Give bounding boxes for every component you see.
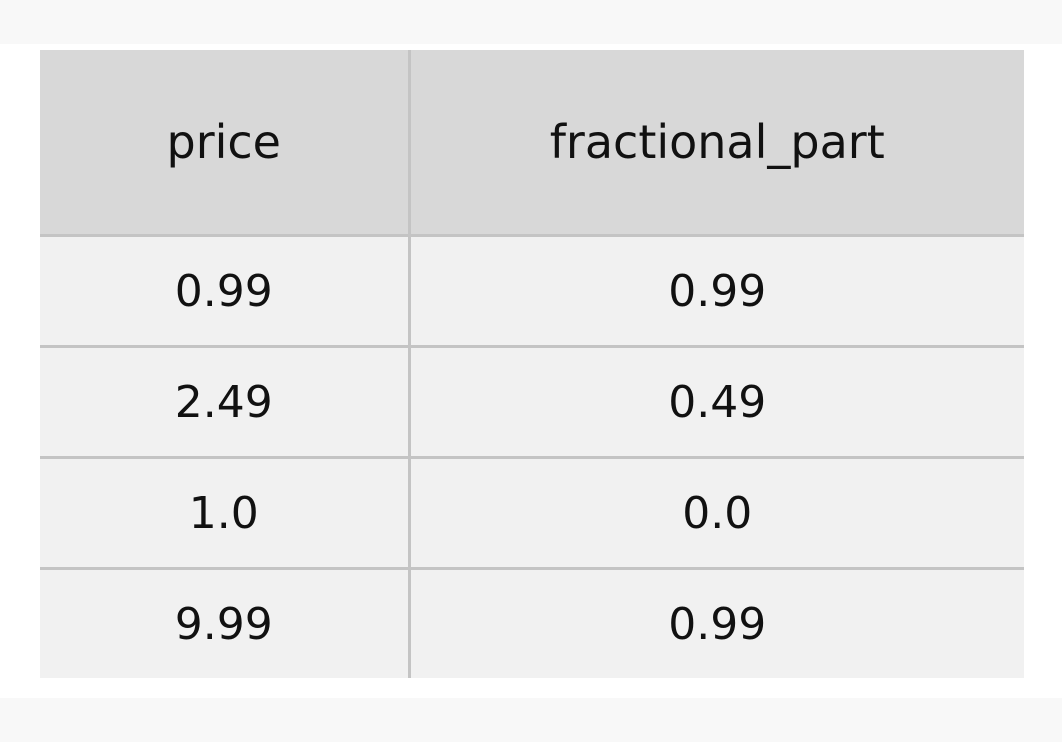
column-header-fractional-part: fractional_part bbox=[407, 50, 1024, 236]
table-cell-price: 1.0 bbox=[40, 457, 409, 569]
results-table: price fractional_part 0.99 0.99 2.49 0.4… bbox=[40, 50, 1024, 678]
table-row: 1.0 0.0 bbox=[40, 457, 1024, 569]
column-header-price: price bbox=[40, 50, 409, 236]
bottom-margin-band bbox=[0, 698, 1062, 742]
top-margin-band bbox=[0, 0, 1062, 44]
table-cell-fractional-part: 0.49 bbox=[407, 346, 1024, 458]
table-cell-price: 0.99 bbox=[40, 235, 409, 347]
table-row: 9.99 0.99 bbox=[40, 568, 1024, 678]
table-row: 2.49 0.49 bbox=[40, 346, 1024, 458]
table-cell-fractional-part: 0.99 bbox=[407, 235, 1024, 347]
table-row: 0.99 0.99 bbox=[40, 235, 1024, 347]
table-header-row: price fractional_part bbox=[40, 50, 1024, 236]
table-cell-price: 2.49 bbox=[40, 346, 409, 458]
table-cell-fractional-part: 0.99 bbox=[407, 568, 1024, 678]
table-cell-fractional-part: 0.0 bbox=[407, 457, 1024, 569]
table-cell-price: 9.99 bbox=[40, 568, 409, 678]
